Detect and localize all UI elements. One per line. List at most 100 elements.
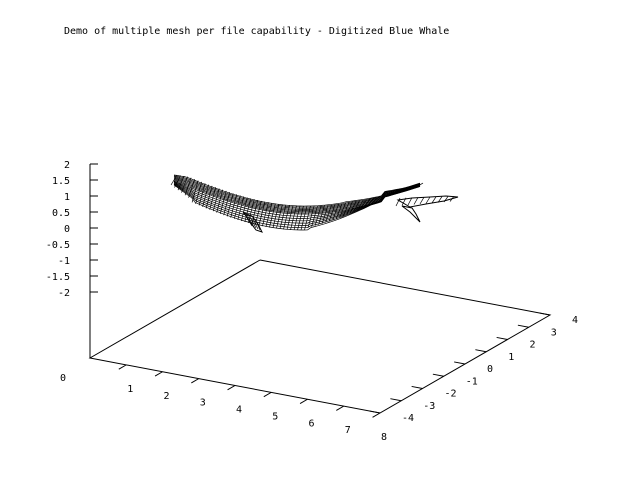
y-tick-mark [411, 385, 423, 389]
whale-fin-line [252, 218, 259, 230]
whale-ring-line [360, 199, 368, 209]
whale-fin-line [243, 212, 253, 227]
y-tick-mark [390, 398, 402, 402]
whale-ring-line [328, 204, 336, 222]
whale-ring-line [311, 205, 318, 227]
whale-fluke-line [401, 197, 407, 206]
y-tick-label: -2 [445, 389, 457, 400]
corner-z-label: 0 [60, 373, 66, 384]
whale-fluke-line [413, 197, 419, 205]
whale-fluke-line [395, 197, 401, 207]
whale-ring-line [392, 189, 399, 195]
whale-ring-line [170, 174, 178, 186]
z-tick-label: -0.5 [46, 240, 70, 251]
z-tick-label: 0 [64, 224, 70, 235]
whale-ring-line [290, 205, 297, 230]
whale-ring-line [314, 205, 322, 226]
y-tick-mark [454, 361, 466, 365]
whale-ring-line [195, 181, 202, 204]
x-tick-label: 2 [163, 391, 169, 402]
x-tick-mark [191, 378, 199, 384]
z-tick-label: 2 [64, 160, 70, 171]
z-tick-label: -2 [58, 288, 70, 299]
whale-ring-line [325, 204, 332, 223]
whale-fluke-line [407, 197, 413, 206]
whale-mesh [170, 174, 459, 233]
whale-fluke-line [449, 195, 455, 202]
whale-fin [242, 211, 263, 233]
x-tick-label: 8 [381, 432, 387, 443]
whale-ring-line [233, 195, 241, 219]
whale-ring-line [251, 200, 259, 224]
whale-ring-line [258, 201, 266, 226]
x-tick-mark [263, 391, 272, 398]
whale-fluke-line [431, 196, 437, 204]
x-tick-mark [227, 385, 236, 391]
y-tick-label: 3 [551, 327, 557, 338]
whale-fluke-line [437, 196, 443, 203]
y-tick-mark [517, 324, 529, 328]
whale-ring-line [240, 197, 248, 222]
whale-ring-line [297, 205, 304, 231]
whale-ring-line [356, 199, 364, 211]
whale-ring-line [332, 203, 340, 221]
x-tick-label: 6 [308, 418, 314, 429]
whale-ring-line [184, 177, 192, 196]
y-tick-label: 2 [530, 340, 536, 351]
whale-ring-line [300, 206, 308, 231]
whale-ring-line [276, 204, 283, 229]
whale-ring-line [191, 180, 199, 203]
x-tick-label: 4 [236, 405, 242, 416]
y-tick-label: 1 [508, 352, 514, 363]
whale-long-line [173, 182, 421, 222]
base-plane [88, 259, 552, 414]
whale-ring-line [254, 200, 262, 225]
y-tick-mark [369, 410, 381, 414]
x-tick-label: 1 [127, 384, 133, 395]
whale-ring-line [202, 184, 209, 207]
whale-ring-line [177, 175, 185, 191]
whale-ring-line [339, 202, 347, 218]
whale-long-line [173, 179, 421, 214]
whale-long-line [173, 174, 421, 207]
whale-fin-line [246, 214, 255, 228]
whale-ring-line [265, 202, 273, 227]
whale-ring-line [342, 201, 350, 217]
whale-ring-line [283, 205, 290, 230]
whale-ring-line [399, 188, 406, 193]
whale-fin-line [249, 216, 257, 229]
whale-ring-line [402, 187, 410, 192]
whale-ring-line [219, 190, 227, 214]
whale-fluke-lower [401, 205, 421, 223]
whale-ring-line [364, 198, 371, 208]
x-tick-label: 7 [345, 425, 351, 436]
whale-ring-line [374, 196, 382, 204]
chart-title: Demo of multiple mesh per file capabilit… [64, 26, 449, 37]
whale-ring-line [353, 200, 361, 212]
whale-ring-line [335, 203, 343, 220]
whale-fluke-line [443, 196, 449, 203]
x-tick-label: 5 [272, 411, 278, 422]
whale-ring-line [223, 192, 231, 216]
whale-ring-line [262, 202, 269, 227]
whale-fluke-upper [396, 195, 459, 208]
whale-ring-line [212, 188, 220, 212]
whale-ring-line [286, 205, 294, 230]
whale-ring-line [321, 204, 329, 224]
whale-fin-line [255, 220, 261, 231]
ticks-group: 2 1.5 1 0.5 0 -0.5 -1 -1.5 -2 0 1 2 3 4 5 6 7 8 -4 -3 -2 -1 0 1… [46, 160, 578, 443]
whale-long-line [173, 184, 421, 231]
whale-ring-line [409, 184, 417, 190]
whale-ring-line [198, 183, 206, 206]
whale-ring-line [279, 204, 287, 229]
y-tick-mark [496, 336, 508, 340]
whale-ring-line [395, 188, 403, 194]
z-tick-label: -1 [58, 256, 70, 267]
whale-fluke-line [425, 196, 431, 204]
whale-ring-line [367, 197, 375, 206]
x-tick-label: 3 [200, 398, 206, 409]
whale-ring-line [226, 193, 234, 217]
whale-ring-line [174, 175, 181, 188]
